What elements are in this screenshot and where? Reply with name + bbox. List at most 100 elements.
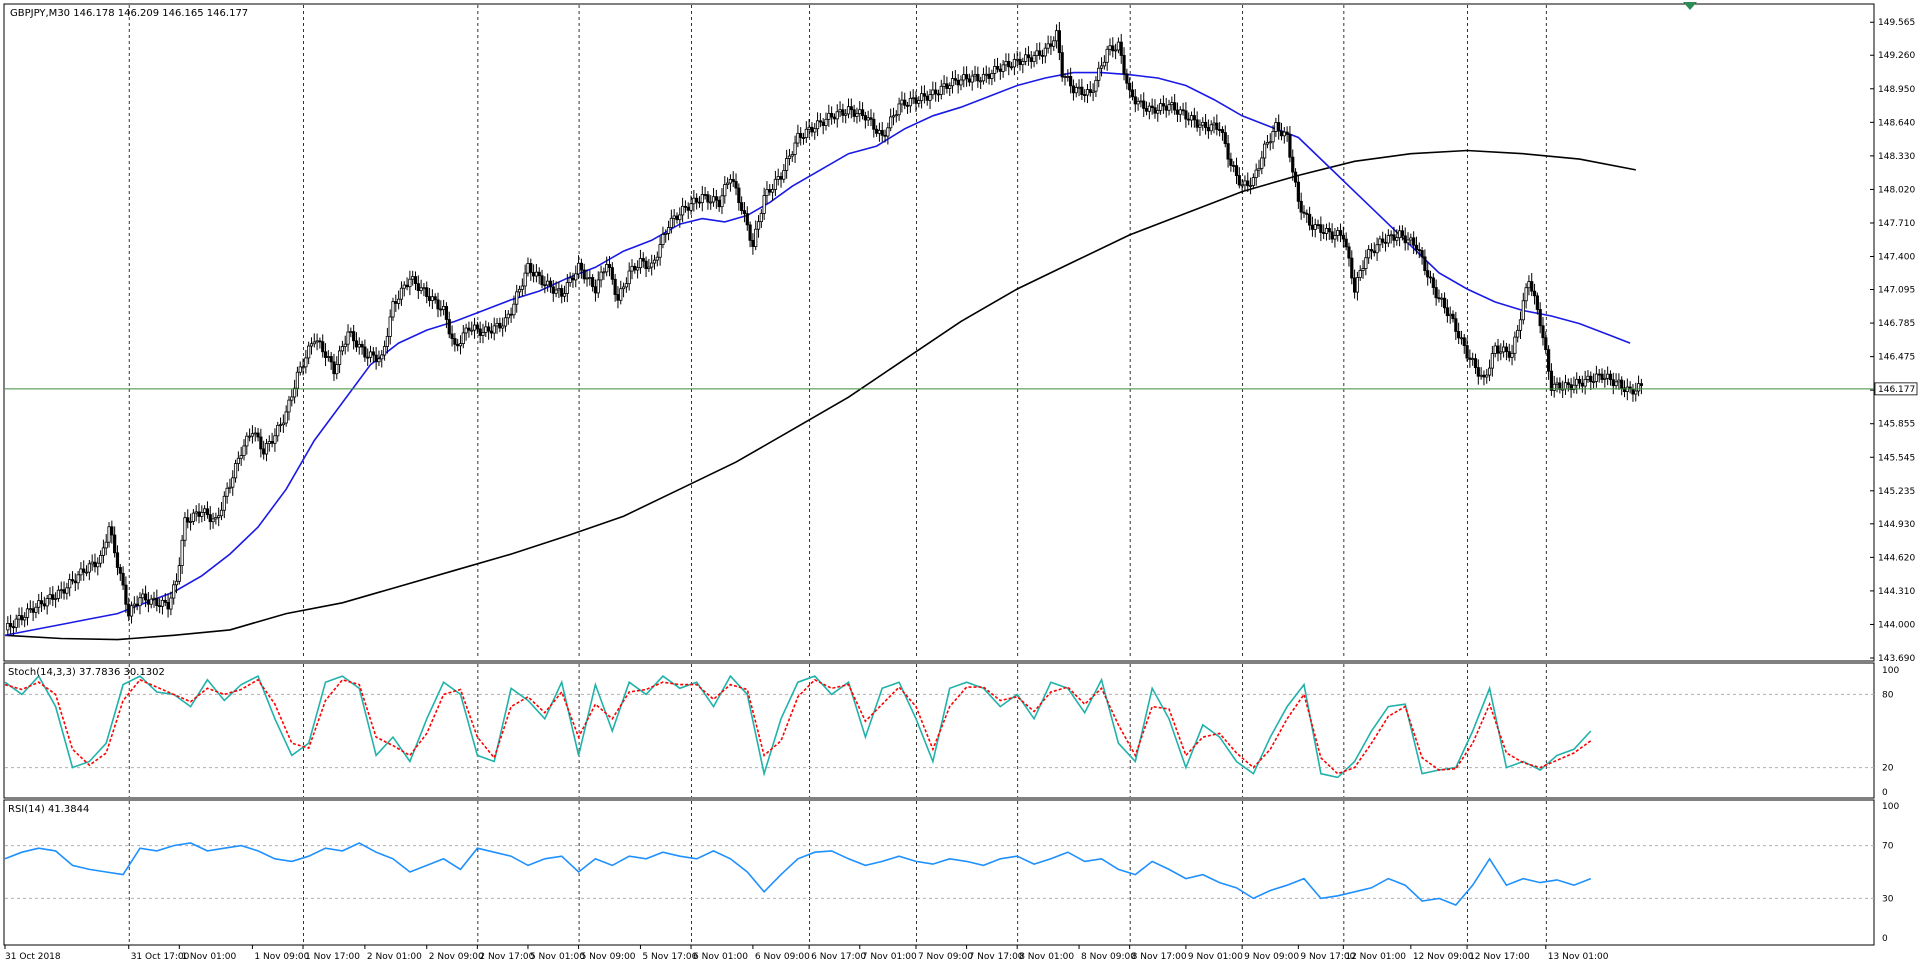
candle-down (135, 603, 139, 607)
candle-down (832, 116, 837, 120)
candle-up (214, 517, 218, 520)
candle-up (728, 179, 733, 184)
x-tick-label: 6 Nov 17:00 (811, 952, 866, 962)
candle-up (1524, 287, 1528, 302)
candle-up (655, 256, 659, 261)
candle-up (709, 201, 713, 204)
candle-up (1636, 383, 1641, 392)
current-price-tag (1874, 382, 1918, 396)
candle-down (830, 112, 834, 118)
candle-up (1054, 30, 1059, 42)
candle-down (1164, 105, 1168, 111)
candle-up (1248, 185, 1253, 187)
candle-down (352, 331, 356, 342)
candle-up (37, 600, 41, 608)
candle-up (174, 580, 179, 586)
candle-up (664, 233, 668, 235)
candle-up (276, 424, 280, 437)
expert-arrow-icon (1683, 2, 1697, 10)
candle-up (236, 457, 240, 464)
candle-up (54, 597, 58, 600)
candle-down (976, 73, 980, 82)
candle-up (239, 455, 243, 459)
candle-up (1440, 297, 1444, 300)
candle-up (411, 276, 415, 280)
candle-up (574, 273, 578, 281)
candle-down (1184, 110, 1188, 120)
candle-down (1128, 82, 1132, 91)
candle-up (602, 271, 606, 274)
candle-down (143, 593, 148, 601)
candle-down (39, 600, 44, 605)
y-tick-label: 146.475 (1878, 353, 1915, 363)
candle-up (844, 113, 848, 116)
x-tick-label: 7 Nov 17:00 (969, 952, 1024, 962)
candle-up (495, 322, 499, 327)
candle-up (17, 615, 21, 620)
rsi-tick-label: 0 (1882, 934, 1888, 944)
candle-down (433, 296, 437, 301)
y-tick-label: 147.710 (1878, 219, 1915, 229)
candle-up (340, 346, 345, 352)
candle-down (953, 78, 957, 81)
candle-up (787, 155, 792, 159)
x-tick-label: 6 Nov 09:00 (755, 952, 810, 962)
candle-down (11, 626, 16, 629)
candle-up (1521, 300, 1525, 321)
candle-down (1234, 165, 1239, 176)
main-price-panel: 149.565 149.260 148.950 148.640 148.330 148.0… (3, 2, 1918, 664)
candle-down (1482, 374, 1486, 378)
candle-up (1156, 110, 1160, 114)
y-tick-label: 144.000 (1878, 620, 1915, 630)
current-price-label: 146.177 (1878, 385, 1915, 395)
candle-up (1091, 90, 1095, 93)
candle-up (661, 234, 665, 245)
candle-down (967, 78, 972, 83)
candle-up (588, 277, 592, 279)
x-tick-label: 5 Nov 09:00 (581, 952, 636, 962)
candle-up (517, 288, 522, 293)
candle-up (1617, 379, 1621, 383)
candle-up (188, 521, 193, 523)
candle-down (1341, 234, 1345, 240)
candle-down (863, 115, 867, 121)
candle-down (616, 294, 620, 301)
candle-down (529, 263, 533, 273)
candle-down (405, 284, 409, 288)
candle-down (607, 264, 612, 268)
candle-down (1069, 75, 1073, 87)
candle-down (1125, 73, 1129, 84)
candle-down (1223, 132, 1227, 145)
candle-down (1327, 228, 1331, 233)
candle-down (1203, 121, 1208, 128)
candle-down (1428, 276, 1433, 279)
candle-up (402, 284, 406, 289)
candle-up (886, 127, 890, 137)
candle-down (1530, 281, 1534, 292)
candle-up (534, 271, 539, 277)
candle-down (571, 277, 575, 281)
candle-down (363, 346, 367, 358)
candle-down (158, 605, 162, 607)
candle-up (264, 443, 269, 455)
candle-down (1007, 61, 1011, 68)
candle-up (678, 214, 682, 221)
candle-down (374, 354, 378, 363)
candle-up (824, 118, 828, 126)
candle-up (723, 184, 727, 197)
candle-up (6, 623, 10, 631)
candle-down (115, 552, 120, 568)
candle-down (945, 83, 949, 89)
candle-up (1499, 351, 1503, 354)
candle-up (624, 283, 628, 288)
candle-up (1097, 67, 1101, 81)
candle-up (23, 616, 27, 621)
y-tick-label: 144.310 (1878, 587, 1915, 597)
candle-up (650, 262, 654, 268)
candle-up (368, 351, 373, 358)
candle-up (1004, 61, 1008, 66)
candle-down (1338, 230, 1343, 236)
candle-up (200, 512, 204, 517)
candle-up (295, 371, 300, 389)
